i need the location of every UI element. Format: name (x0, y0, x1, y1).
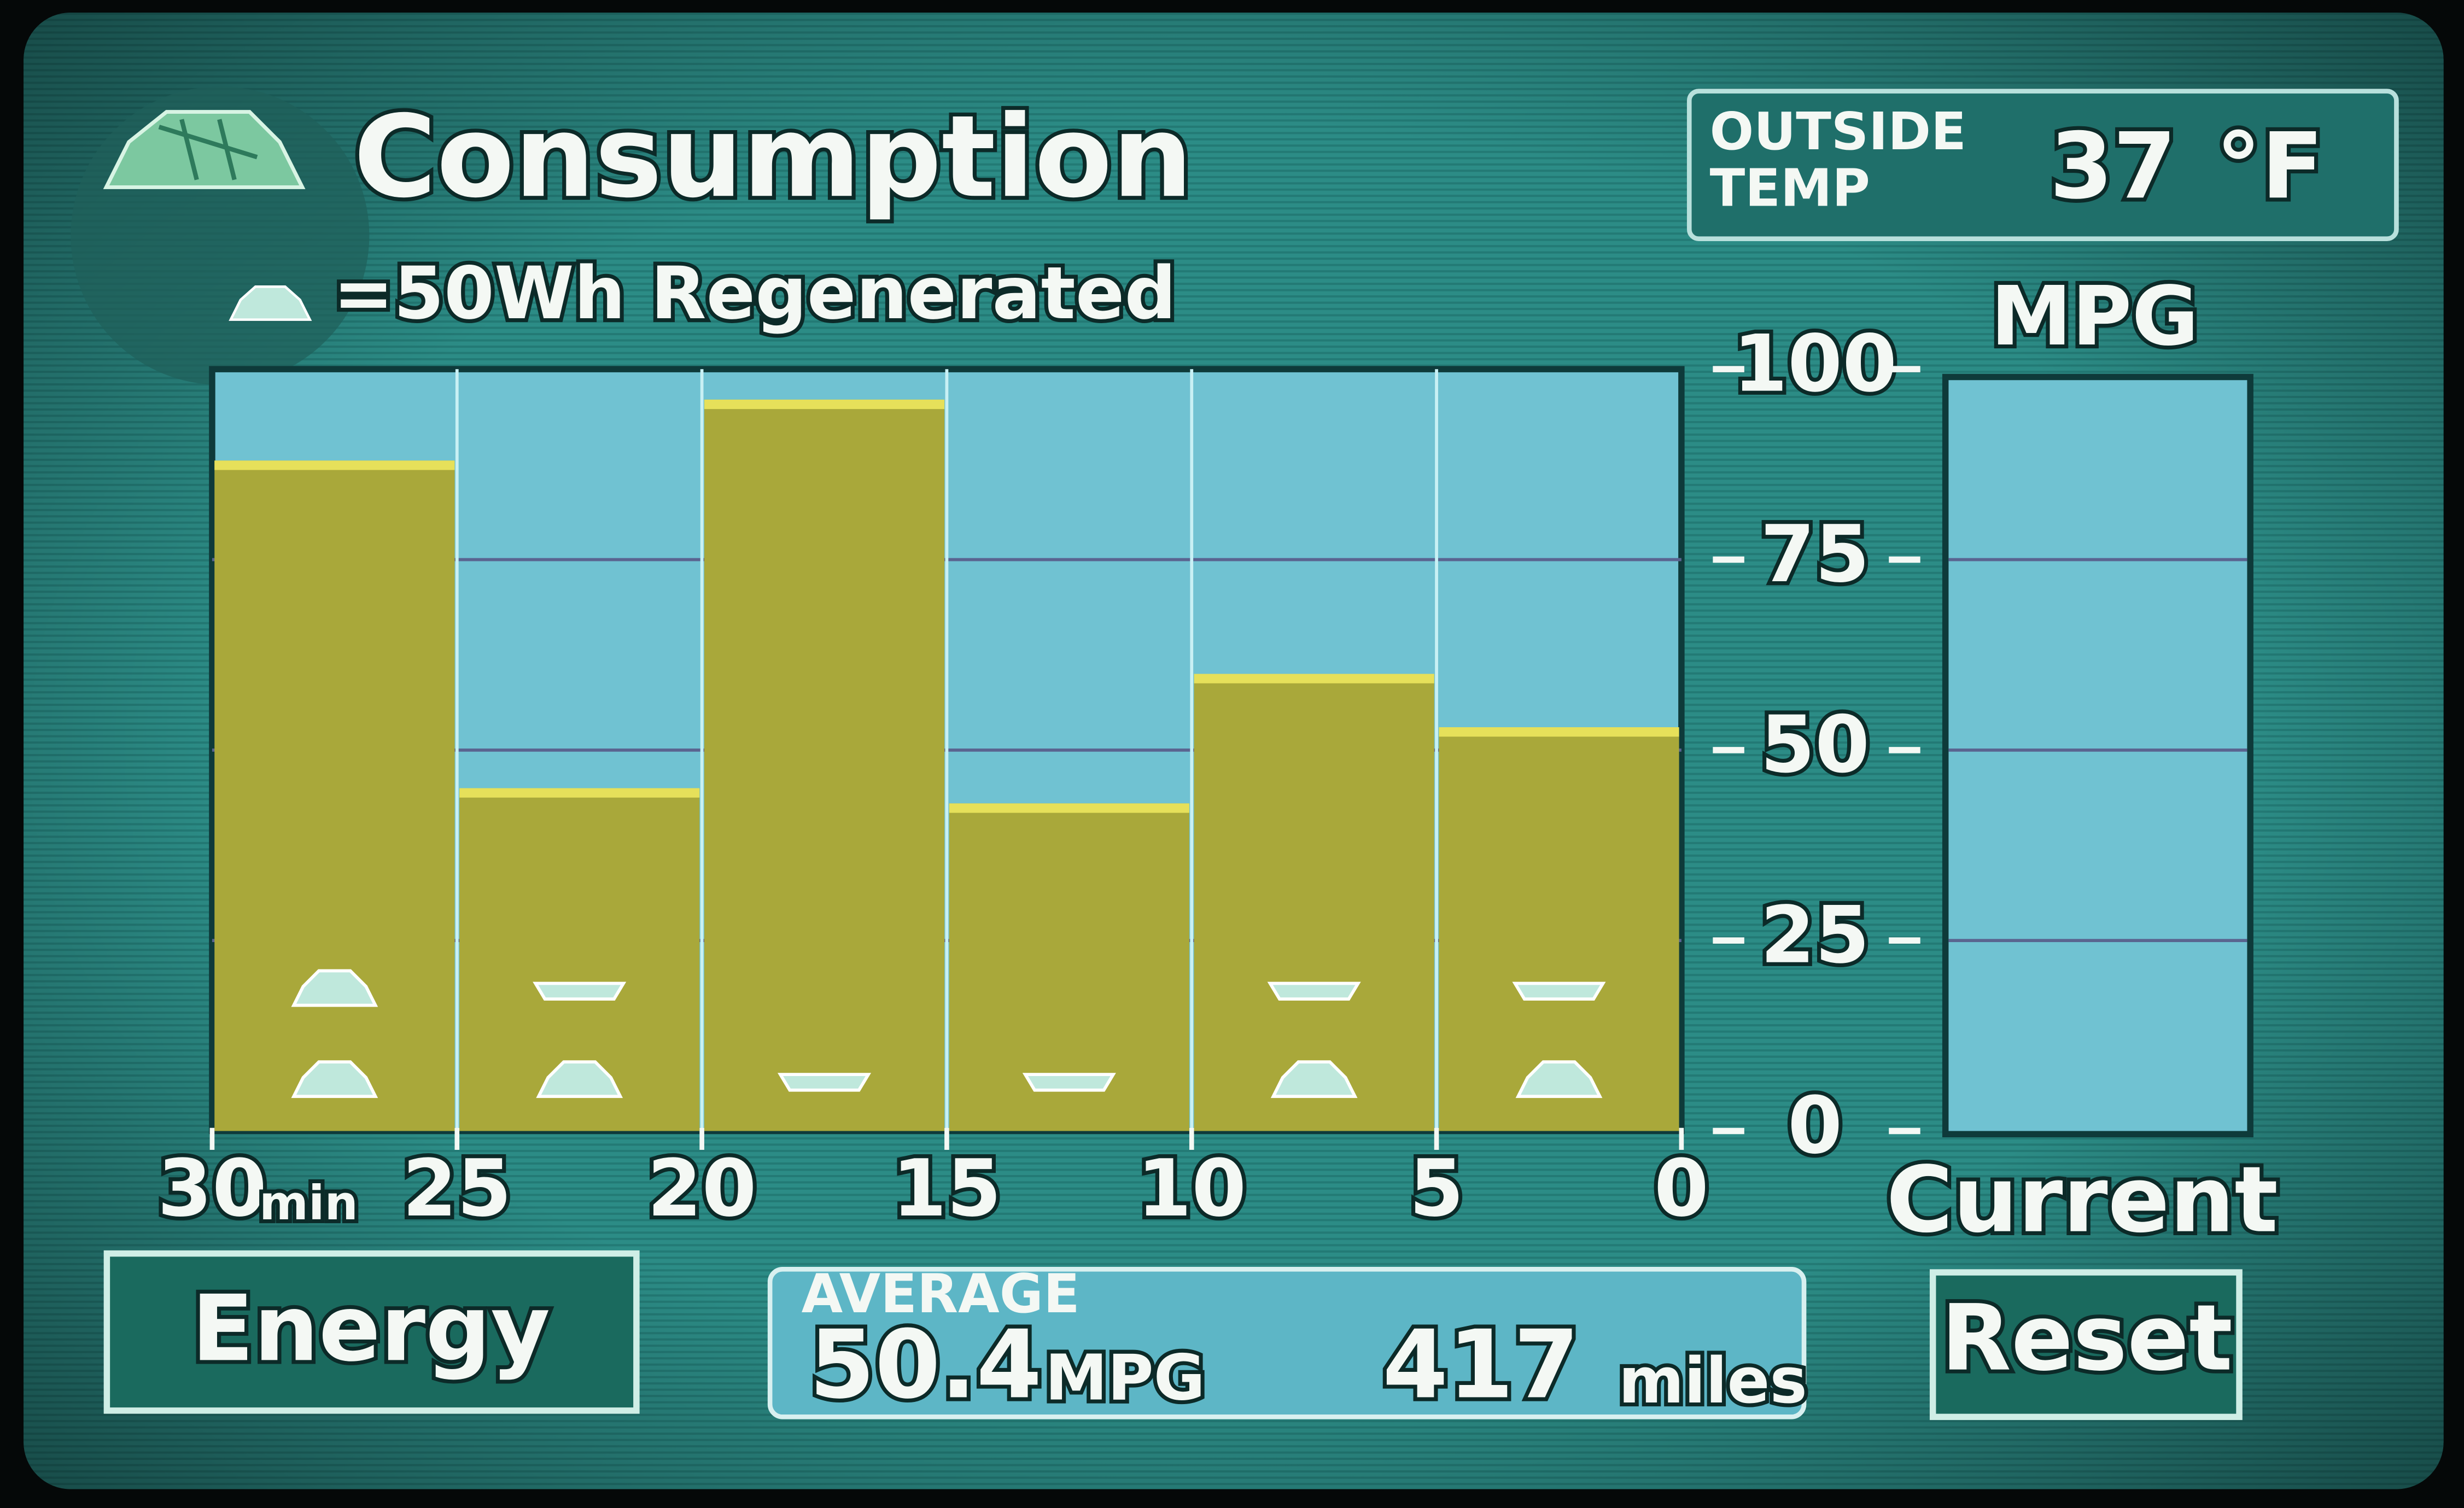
regen-icons (533, 981, 627, 1098)
y-tick-label: 50 (1760, 699, 1870, 790)
regen-icon (1270, 1060, 1358, 1098)
regen-icon-half (1267, 981, 1361, 1001)
x-tick-label: 25 (402, 1143, 512, 1234)
temp-label: TEMP (1710, 158, 1870, 218)
bar (704, 399, 945, 1131)
bar-top (214, 460, 455, 470)
current-label: Current (1886, 1147, 2278, 1253)
energy-button[interactable] (103, 1250, 640, 1414)
y-title: MPG (1990, 269, 2199, 364)
temp-value: 37 (2050, 113, 2176, 219)
average-distance: 417 (1382, 1310, 1579, 1419)
regen-icon-half (533, 981, 627, 1001)
temp-box (1686, 89, 2399, 241)
x-tick-label: 0 (1654, 1143, 1709, 1234)
regen-icon (1515, 1060, 1603, 1098)
temp-unit: °F (2216, 113, 2323, 219)
bar-top (949, 803, 1189, 813)
x-tick-label: 10 (1137, 1143, 1246, 1234)
regen-icon (291, 1060, 378, 1098)
regen-icons (291, 969, 378, 1098)
y-tick-label: 25 (1760, 890, 1870, 981)
reset-button[interactable] (1929, 1269, 2243, 1421)
bar (214, 460, 455, 1131)
bar-top (1439, 727, 1679, 737)
current-panel (1942, 373, 2253, 1137)
regen-icon-half (1022, 1073, 1116, 1092)
bar (1194, 674, 1434, 1131)
legend-icon (229, 285, 312, 321)
average-mpg: 50.4 (809, 1310, 1042, 1419)
regen-icons (1512, 981, 1606, 1098)
y-tick-label: 75 (1760, 508, 1870, 600)
bar-top (704, 399, 945, 410)
y-tick-label: 100 (1733, 318, 1897, 410)
bar-top (1194, 674, 1434, 683)
legend-text: =50Wh Regenerated (333, 252, 1176, 336)
x-unit: min (259, 1176, 358, 1231)
regen-icon-half (1512, 981, 1606, 1001)
regen-icon (536, 1060, 623, 1098)
bar-top (459, 788, 700, 798)
average-box (767, 1267, 1807, 1419)
average-mpg-unit: MPG (1045, 1341, 1205, 1415)
x-tick-label: 15 (892, 1143, 1001, 1234)
regen-icon (291, 969, 378, 1007)
title: Consumption (354, 91, 1193, 223)
reset-button-label[interactable]: Reset (1937, 1281, 2237, 1395)
average-distance-unit: miles (1619, 1345, 1807, 1418)
logo-icon (103, 110, 306, 189)
energy-button-label[interactable]: Energy (188, 1272, 554, 1386)
average-label: AVERAGE (802, 1263, 1080, 1325)
x-tick-label: 30 (157, 1143, 267, 1234)
regen-icons (1022, 1073, 1116, 1092)
temp-label: OUTSIDE (1710, 102, 1966, 162)
regen-icons (777, 1073, 872, 1092)
x-tick-label: 20 (647, 1143, 757, 1234)
x-tick-label: 5 (1409, 1143, 1464, 1234)
regen-icons (1267, 981, 1361, 1098)
y-tick-label: 0 (1788, 1080, 1842, 1171)
regen-icon-half (777, 1073, 872, 1092)
